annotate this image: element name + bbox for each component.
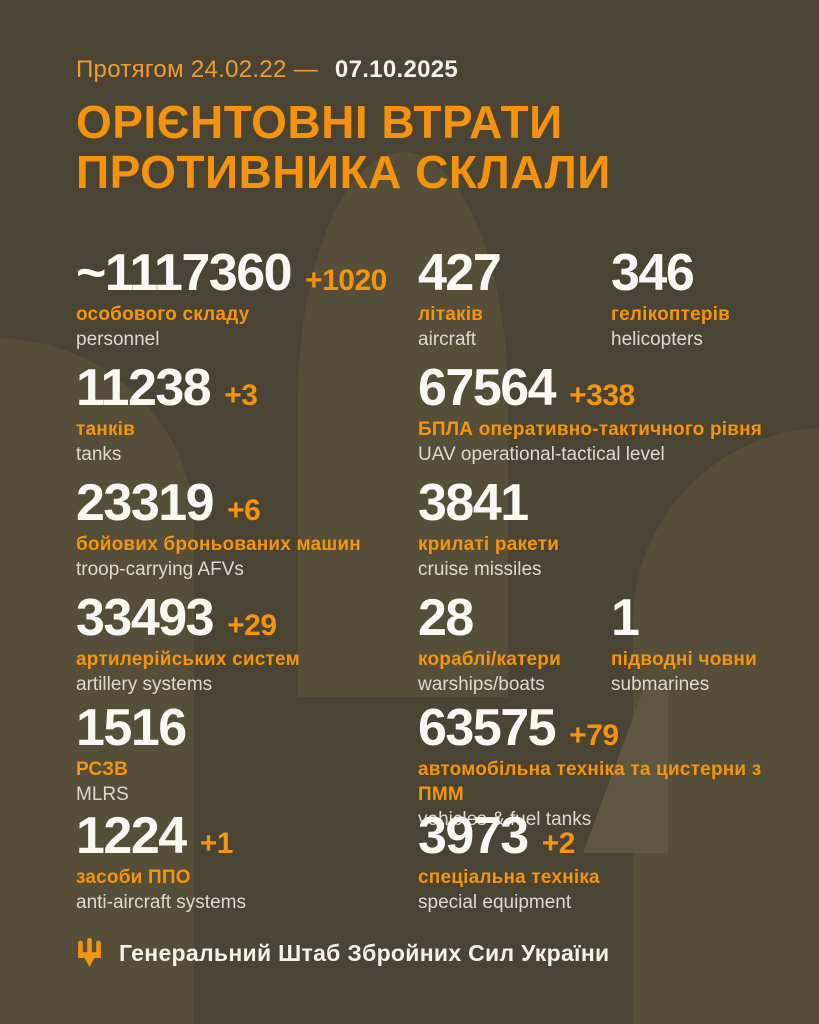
stats-column-left: ~1117360 +1020 особового складу personne… <box>76 245 418 916</box>
stat-delta: +1020 <box>305 264 387 297</box>
stat-label-en: cruise missiles <box>418 559 542 580</box>
row-navy: 28 кораблі/катери warships/boats 1 підво… <box>418 590 779 700</box>
watermark-center-prong <box>298 152 508 697</box>
period-label: Протягом 24.02.22 — <box>76 56 318 83</box>
stat-label-ua: спеціальна техніка <box>418 867 600 888</box>
stat-delta: +79 <box>569 719 619 752</box>
stat-label-en: vehicles & fuel tanks <box>418 809 592 830</box>
stat-label-en: troop-carrying AFVs <box>76 559 244 580</box>
org-name: Генеральний Штаб Збройних Сил України <box>119 940 610 966</box>
stat-value: 67564 <box>418 359 557 417</box>
report-date: 07.10.2025 <box>334 56 459 83</box>
stat-label-en: helicopters <box>611 329 703 350</box>
stat-label-en: UAV operational-tactical level <box>418 444 665 465</box>
stats-column-right: 427 літаків aircraft 346 гелікоптерів he… <box>418 245 779 916</box>
stat-label-ua: артилерійських систем <box>76 649 300 670</box>
stat-label-ua: танків <box>76 419 136 440</box>
period-line: Протягом 24.02.22 — 07.10.2025 <box>76 55 779 85</box>
stat-label-ua: особового складу <box>76 304 250 325</box>
stat-delta: +2 <box>541 827 576 860</box>
stat-label-ua: БПЛА оперативно-тактичного рівня <box>418 419 763 440</box>
stat-label-en: special equipment <box>418 892 572 913</box>
stat-cruise-missiles: 3841 крилаті ракети cruise missiles <box>418 475 779 590</box>
watermark-left-prong <box>0 338 194 1024</box>
stat-artillery: 33493 +29 артилерійських систем artiller… <box>76 590 418 700</box>
stat-value: 1224 <box>76 807 187 865</box>
stat-delta: +29 <box>227 609 277 642</box>
stat-label-en: tanks <box>76 444 122 465</box>
stat-personnel: ~1117360 +1020 особового складу personne… <box>76 245 418 360</box>
stat-uav: 67564 +338 БПЛА оперативно-тактичного рі… <box>418 360 779 475</box>
stat-delta: +3 <box>224 379 258 412</box>
stat-value: 63575 <box>418 699 557 757</box>
stat-label-ua: автомобільна техніка та цистерни з ПММ <box>418 759 762 805</box>
stat-value: 427 <box>418 244 502 302</box>
stat-mlrs: 1516 РСЗВ MLRS <box>76 700 418 808</box>
trident-icon <box>76 938 103 969</box>
stat-label-ua: РСЗВ <box>76 759 129 780</box>
stat-submarines: 1 підводні човни submarines <box>611 590 757 700</box>
stat-label-ua: бойових броньованих машин <box>76 534 361 555</box>
stat-label-ua: кораблі/катери <box>418 649 561 670</box>
stat-value: ~1117360 <box>76 244 293 302</box>
stat-anti-aircraft: 1224 +1 засоби ППО anti-aircraft systems <box>76 808 418 916</box>
stat-value: 346 <box>611 244 695 302</box>
stat-special-equipment: 3973 +2 спеціальна техніка special equip… <box>418 808 779 916</box>
stat-value: 1 <box>611 589 640 647</box>
stat-value: 3973 <box>418 807 529 865</box>
title-line-2: ПРОТИВНИКА СКЛАЛИ <box>76 146 611 198</box>
stat-value: 3841 <box>418 474 529 532</box>
stats-grid: ~1117360 +1020 особового складу personne… <box>76 245 779 916</box>
stat-delta: +1 <box>199 827 234 860</box>
stat-value: 11238 <box>76 359 212 417</box>
page-title: ОРІЄНТОВНІ ВТРАТИ ПРОТИВНИКА СКЛАЛИ <box>76 97 779 197</box>
stat-afvs: 23319 +6 бойових броньованих машин troop… <box>76 475 418 590</box>
stat-value: 33493 <box>76 589 215 647</box>
stat-label-ua: гелікоптерів <box>611 304 731 325</box>
stat-label-en: personnel <box>76 329 160 350</box>
stat-label-en: MLRS <box>76 784 129 805</box>
stat-vehicles-fuel: 63575 +79 автомобільна техніка та цистер… <box>418 699 779 831</box>
stat-tanks: 11238 +3 танків tanks <box>76 360 418 475</box>
stat-delta: +338 <box>569 379 635 412</box>
stat-label-en: artillery systems <box>76 674 213 695</box>
stat-helicopters: 346 гелікоптерів helicopters <box>611 245 730 360</box>
stat-value: 1516 <box>76 699 187 757</box>
stat-label-en: submarines <box>611 674 710 695</box>
stat-label-ua: крилаті ракети <box>418 534 560 555</box>
stat-value: 23319 <box>76 474 215 532</box>
title-line-1: ОРІЄНТОВНІ ВТРАТИ <box>76 96 563 148</box>
stat-label-en: aircraft <box>418 329 477 350</box>
stat-label-en: anti-aircraft systems <box>76 892 246 913</box>
stat-delta: +6 <box>227 494 261 527</box>
stat-value: 28 <box>418 589 474 647</box>
stat-label-ua: підводні човни <box>611 649 757 670</box>
stat-label-ua: засоби ППО <box>76 867 191 888</box>
row-aviation: 427 літаків aircraft 346 гелікоптерів he… <box>418 245 779 360</box>
stat-aircraft: 427 літаків aircraft <box>418 245 611 360</box>
footer: Генеральний Штаб Збройних Сил України <box>76 938 609 969</box>
stat-warships: 28 кораблі/катери warships/boats <box>418 590 611 700</box>
stat-label-en: warships/boats <box>418 674 545 695</box>
stat-label-ua: літаків <box>418 304 484 325</box>
